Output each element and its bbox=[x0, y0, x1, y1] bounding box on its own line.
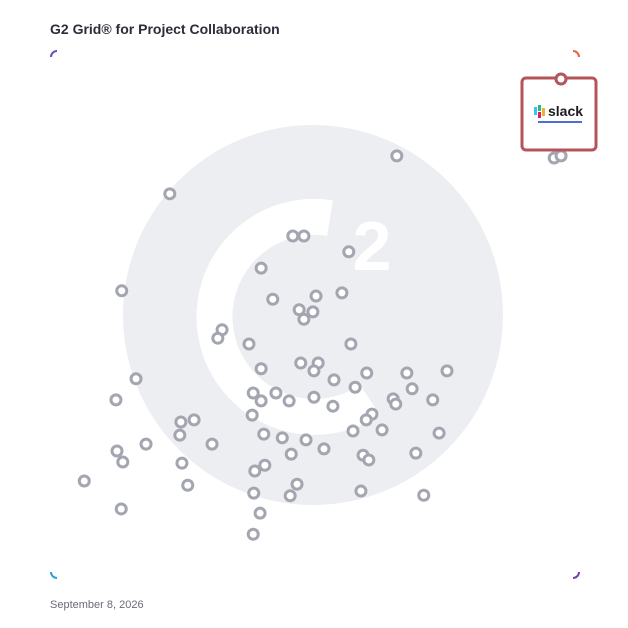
product-point bbox=[275, 431, 289, 445]
product-point bbox=[181, 478, 195, 492]
product-point bbox=[211, 331, 225, 345]
product-point bbox=[309, 289, 323, 303]
product-point bbox=[114, 502, 128, 516]
product-point bbox=[348, 380, 362, 394]
product-point bbox=[327, 373, 341, 387]
product-point bbox=[139, 437, 153, 451]
product-point bbox=[109, 393, 123, 407]
product-point bbox=[294, 356, 308, 370]
product-point bbox=[205, 437, 219, 451]
product-point bbox=[187, 413, 201, 427]
product-point bbox=[247, 486, 261, 500]
product-point bbox=[173, 428, 187, 442]
product-point bbox=[110, 444, 124, 458]
product-point bbox=[297, 229, 311, 243]
product-point bbox=[269, 386, 283, 400]
product-point bbox=[284, 447, 298, 461]
product-point bbox=[175, 456, 189, 470]
product-point bbox=[390, 149, 404, 163]
product-point bbox=[292, 303, 306, 317]
product-point bbox=[306, 305, 320, 319]
product-point bbox=[254, 261, 268, 275]
product-point bbox=[409, 446, 423, 460]
highlight-label: slack bbox=[548, 103, 583, 119]
chart-title: G2 Grid® for Project Collaboration bbox=[50, 21, 280, 37]
date-label: September 8, 2026 bbox=[50, 599, 144, 611]
product-point bbox=[389, 397, 403, 411]
product-point bbox=[440, 364, 454, 378]
product-point bbox=[174, 415, 188, 429]
product-point bbox=[246, 527, 260, 541]
product-point bbox=[290, 477, 304, 491]
product-point bbox=[245, 408, 259, 422]
product-point bbox=[246, 386, 260, 400]
product-point bbox=[554, 149, 568, 163]
product-point bbox=[163, 187, 177, 201]
product-point bbox=[307, 364, 321, 378]
product-point bbox=[254, 394, 268, 408]
product-point bbox=[335, 286, 349, 300]
product-point bbox=[317, 442, 331, 456]
product-point bbox=[254, 362, 268, 376]
product-point bbox=[417, 488, 431, 502]
product-point bbox=[360, 366, 374, 380]
highlight-callout: slack bbox=[520, 72, 598, 152]
product-point bbox=[362, 453, 376, 467]
product-point bbox=[375, 423, 389, 437]
product-point bbox=[405, 382, 419, 396]
product-point bbox=[242, 337, 256, 351]
product-point bbox=[248, 464, 262, 478]
product-point bbox=[266, 292, 280, 306]
product-point bbox=[77, 474, 91, 488]
product-point bbox=[258, 458, 272, 472]
svg-text:2: 2 bbox=[353, 207, 392, 285]
product-point bbox=[253, 506, 267, 520]
product-point bbox=[282, 394, 296, 408]
product-point bbox=[283, 489, 297, 503]
product-point bbox=[286, 229, 300, 243]
product-point bbox=[115, 284, 129, 298]
product-point bbox=[129, 372, 143, 386]
product-point bbox=[342, 245, 356, 259]
product-point bbox=[297, 312, 311, 326]
product-point bbox=[359, 413, 373, 427]
product-point bbox=[426, 393, 440, 407]
product-point bbox=[257, 427, 271, 441]
product-point bbox=[432, 426, 446, 440]
product-point bbox=[299, 433, 313, 447]
product-point bbox=[326, 399, 340, 413]
product-point bbox=[400, 366, 414, 380]
product-point bbox=[344, 337, 358, 351]
product-point bbox=[346, 424, 360, 438]
product-point bbox=[116, 455, 130, 469]
grid-border bbox=[50, 50, 580, 579]
product-point bbox=[307, 390, 321, 404]
product-point bbox=[354, 484, 368, 498]
